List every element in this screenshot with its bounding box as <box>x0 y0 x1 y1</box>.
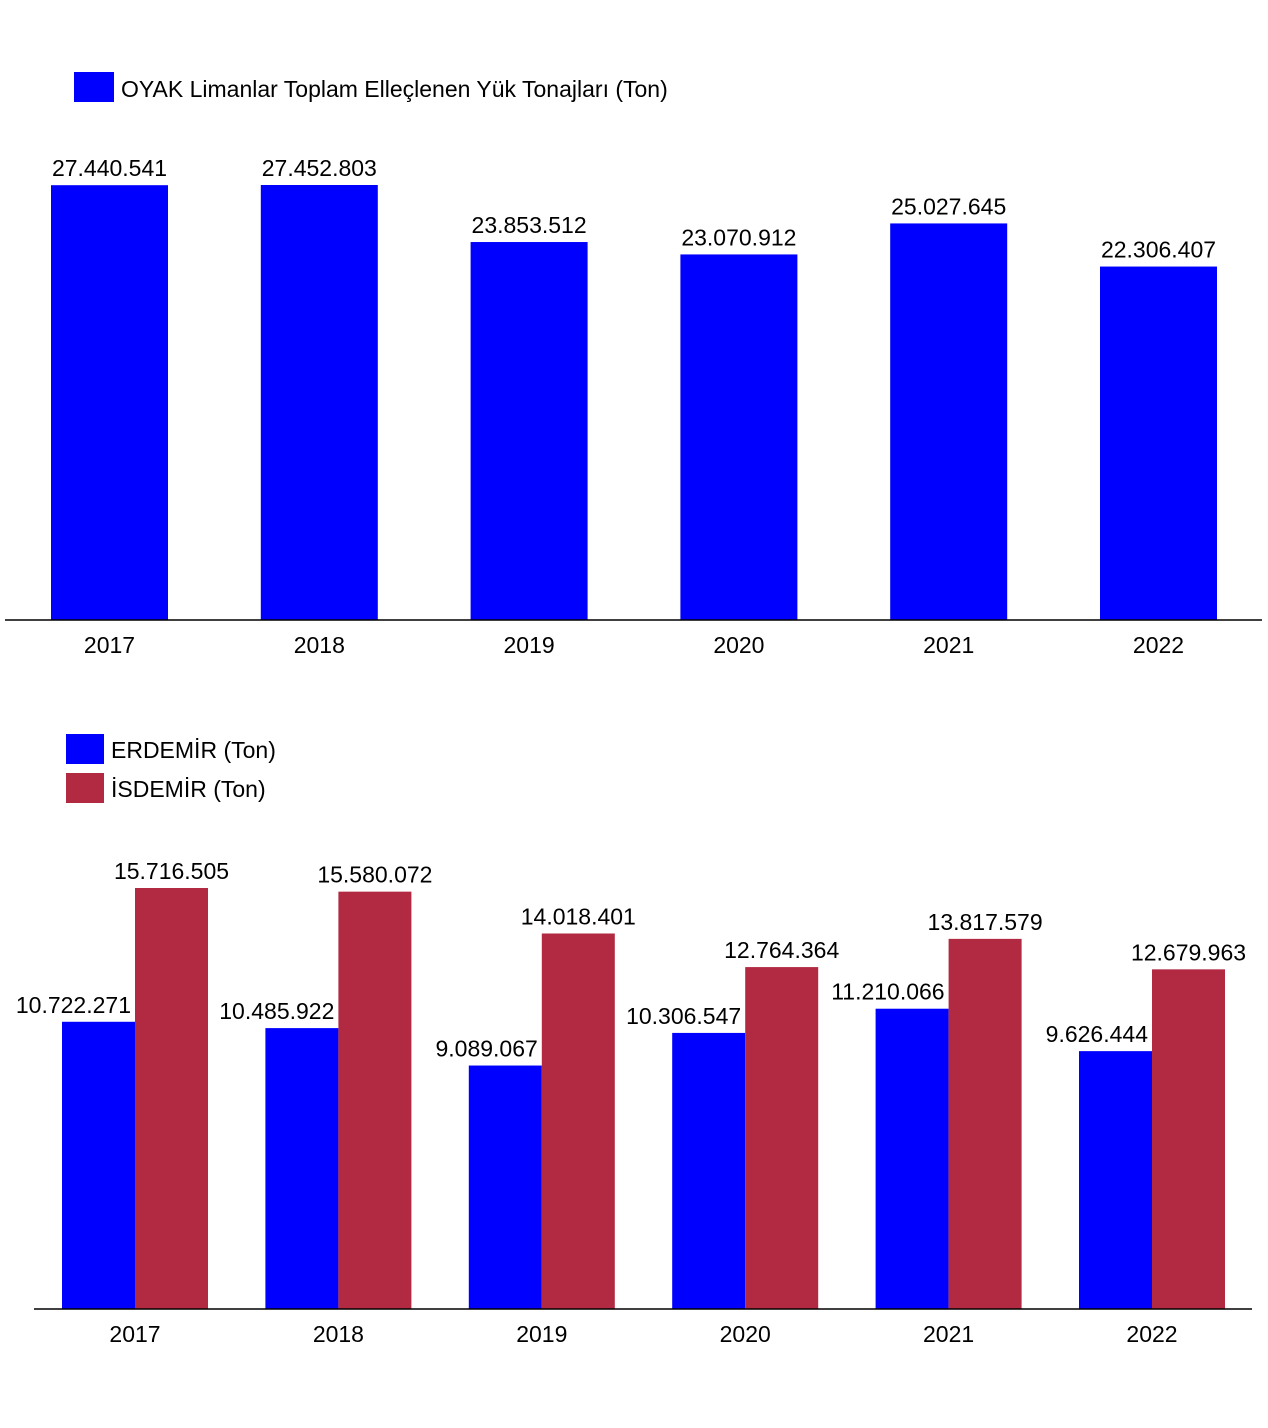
data-label-isdemir-2022: 12.679.963 <box>1131 939 1246 965</box>
bar-isdemir-2017 <box>135 888 208 1309</box>
tick-label-2017: 2017 <box>109 1321 160 1347</box>
data-label-erdemir-2021: 11.210.066 <box>831 979 944 1005</box>
bar-2021 <box>890 223 1008 620</box>
data-label-isdemir-2018: 15.580.072 <box>317 862 432 888</box>
data-label-2018: 27.452.803 <box>262 155 377 181</box>
bar-isdemir-2019 <box>541 933 615 1309</box>
data-label-2017: 27.440.541 <box>52 155 167 181</box>
tick-label-2022: 2022 <box>1126 1321 1177 1347</box>
legend-label-isdemir: İSDEMİR (Ton) <box>111 776 266 802</box>
data-label-2021: 25.027.645 <box>891 193 1006 219</box>
data-label-2020: 23.070.912 <box>681 224 796 250</box>
chart-erdemir-isdemir: ERDEMİR (Ton) İSDEMİR (Ton) 10.722.271 15… <box>16 734 1252 1347</box>
tick-label-2021: 2021 <box>923 1321 974 1347</box>
bar-isdemir-2018 <box>338 891 412 1309</box>
bar-erdemir-2019 <box>468 1065 542 1309</box>
bars-companies: 10.722.271 15.716.505 10.485.922 15.580.072… <box>16 858 1246 1309</box>
bar-erdemir-2020 <box>672 1032 746 1309</box>
data-label-erdemir-2018: 10.485.922 <box>219 998 334 1024</box>
x-axis-ticks: 2017 2018 2019 2020 2021 2022 <box>109 1321 1177 1347</box>
data-label-erdemir-2020: 10.306.547 <box>626 1003 741 1029</box>
legend-label-total: OYAK Limanlar Toplam Elleçlenen Yük Tona… <box>121 76 668 102</box>
bar-2017 <box>51 185 168 621</box>
data-label-erdemir-2022: 9.626.444 <box>1046 1021 1149 1047</box>
tick-label-2020: 2020 <box>713 632 764 658</box>
tick-label-2019: 2019 <box>516 1321 567 1347</box>
legend-swatch-erdemir <box>66 734 104 764</box>
bar-erdemir-2022 <box>1079 1051 1152 1309</box>
bar-2020 <box>680 254 798 620</box>
data-label-isdemir-2017: 15.716.505 <box>114 858 229 884</box>
tick-label-2020: 2020 <box>720 1321 771 1347</box>
tick-label-2021: 2021 <box>923 632 974 658</box>
bar-isdemir-2022 <box>1152 969 1225 1309</box>
bar-erdemir-2018 <box>265 1028 339 1309</box>
bar-2019 <box>470 242 588 621</box>
tick-label-2018: 2018 <box>313 1321 364 1347</box>
data-label-isdemir-2021: 13.817.579 <box>928 909 1043 935</box>
legend-total: OYAK Limanlar Toplam Elleçlenen Yük Tona… <box>74 72 668 102</box>
chart-total-tonnage: OYAK Limanlar Toplam Elleçlenen Yük Tona… <box>5 72 1262 658</box>
legend-companies: ERDEMİR (Ton) İSDEMİR (Ton) <box>66 734 276 803</box>
tick-label-2019: 2019 <box>504 632 555 658</box>
data-label-isdemir-2020: 12.764.364 <box>724 937 839 963</box>
bar-2018 <box>260 185 378 620</box>
x-axis-ticks: 2017 2018 2019 2020 2021 2022 <box>84 632 1184 658</box>
data-label-erdemir-2017: 10.722.271 <box>16 992 131 1018</box>
data-label-2022: 22.306.407 <box>1101 237 1216 263</box>
bar-erdemir-2021 <box>875 1008 949 1309</box>
data-label-2019: 23.853.512 <box>472 212 587 238</box>
tick-label-2017: 2017 <box>84 632 135 658</box>
legend-swatch-total <box>74 72 114 102</box>
bar-isdemir-2021 <box>948 938 1022 1309</box>
legend-label-erdemir: ERDEMİR (Ton) <box>111 737 276 763</box>
data-label-erdemir-2019: 9.089.067 <box>435 1036 537 1062</box>
data-label-isdemir-2019: 14.018.401 <box>521 903 636 929</box>
bar-isdemir-2020 <box>745 967 819 1309</box>
tick-label-2022: 2022 <box>1133 632 1184 658</box>
bar-2022 <box>1100 266 1217 620</box>
tick-label-2018: 2018 <box>294 632 345 658</box>
bars-total: 27.440.541 27.452.803 23.853.512 23.070.912… <box>51 155 1217 621</box>
legend-swatch-isdemir <box>66 773 104 803</box>
bar-erdemir-2017 <box>62 1021 135 1309</box>
